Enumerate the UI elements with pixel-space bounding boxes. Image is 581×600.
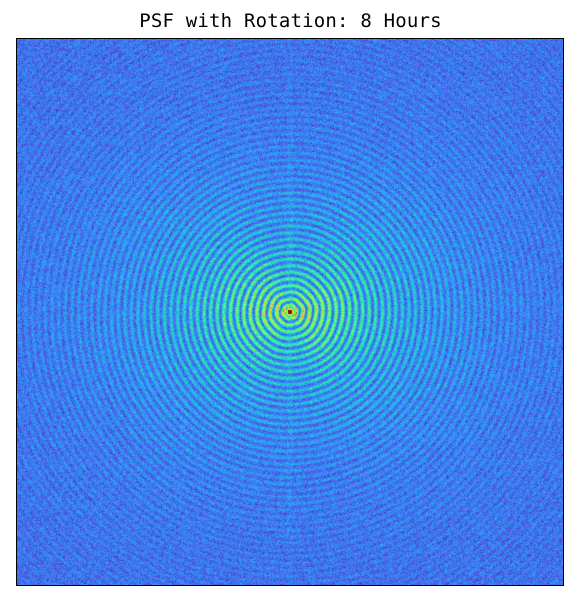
psf-heatmap [17,39,563,585]
chart-title: PSF with Rotation: 8 Hours [139,10,442,32]
psf-plot-area [16,38,564,586]
